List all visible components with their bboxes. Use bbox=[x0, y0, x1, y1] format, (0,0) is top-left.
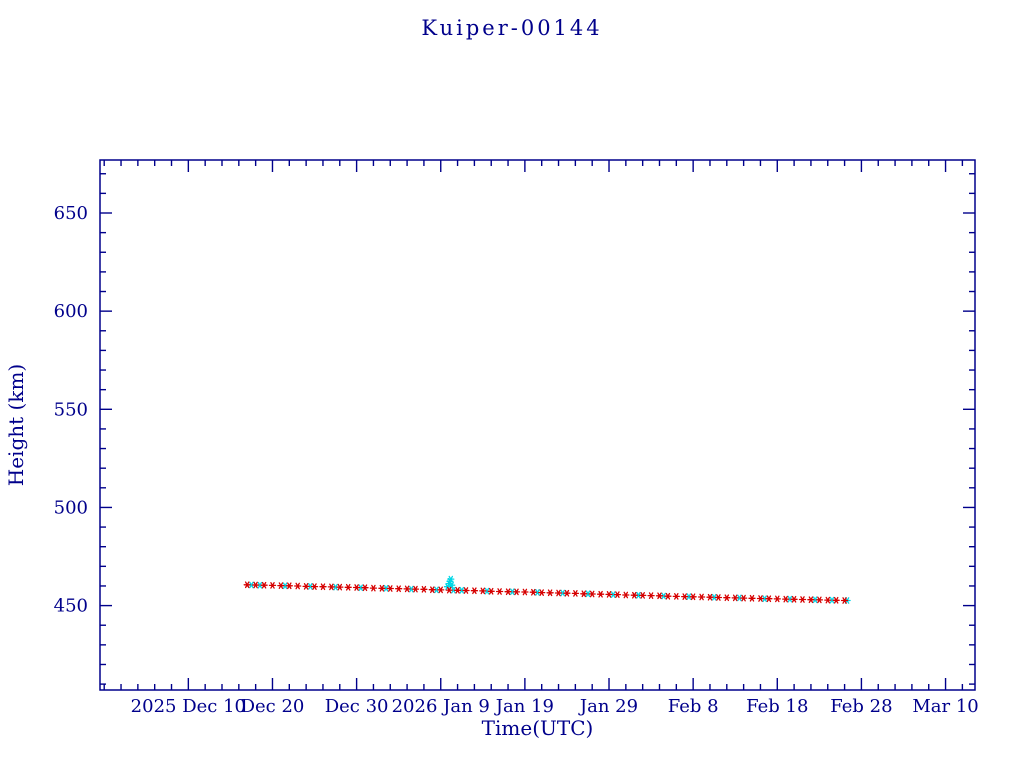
svg-text:Feb 18: Feb 18 bbox=[746, 696, 808, 717]
plot-frame bbox=[99, 159, 976, 691]
svg-text:650: 650 bbox=[54, 203, 88, 224]
svg-text:550: 550 bbox=[54, 399, 88, 420]
y-axis-tick-labels: 450 500 550 600 650 bbox=[54, 203, 88, 617]
x-axis-label: Time(UTC) bbox=[481, 716, 594, 740]
svg-text:Feb 8: Feb 8 bbox=[668, 696, 719, 717]
svg-text:600: 600 bbox=[54, 301, 88, 322]
y-axis-ticks bbox=[100, 173, 975, 685]
svg-text:Feb 28: Feb 28 bbox=[830, 696, 892, 717]
svg-text:Jan 29: Jan 29 bbox=[578, 696, 638, 717]
chart-title: Kuiper-00144 bbox=[421, 16, 603, 40]
svg-text:Dec 20: Dec 20 bbox=[241, 696, 305, 717]
series-observed-height bbox=[243, 581, 849, 604]
x-axis-ticks bbox=[103, 160, 964, 690]
svg-text:2025 Dec 10: 2025 Dec 10 bbox=[131, 696, 246, 717]
svg-text:Dec 30: Dec 30 bbox=[325, 696, 389, 717]
svg-text:450: 450 bbox=[54, 596, 88, 617]
svg-text:Jan 19: Jan 19 bbox=[494, 696, 554, 717]
svg-text:500: 500 bbox=[54, 497, 88, 518]
svg-text:2026 Jan 9: 2026 Jan 9 bbox=[392, 696, 490, 717]
svg-text:Mar 10: Mar 10 bbox=[912, 696, 978, 717]
